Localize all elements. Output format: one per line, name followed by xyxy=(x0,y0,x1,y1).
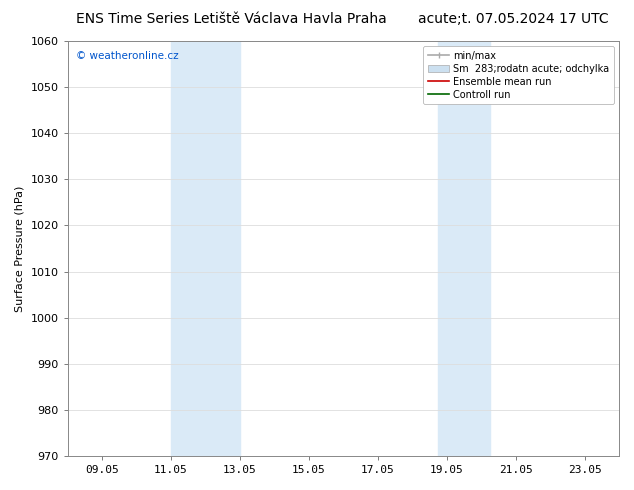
Bar xyxy=(171,41,240,456)
Text: acute;t. 07.05.2024 17 UTC: acute;t. 07.05.2024 17 UTC xyxy=(418,12,609,26)
Y-axis label: Surface Pressure (hPa): Surface Pressure (hPa) xyxy=(15,185,25,312)
Text: © weatheronline.cz: © weatheronline.cz xyxy=(76,51,179,61)
Bar xyxy=(438,41,490,456)
Legend: min/max, Sm  283;rodatn acute; odchylka, Ensemble mean run, Controll run: min/max, Sm 283;rodatn acute; odchylka, … xyxy=(423,46,614,104)
Text: ENS Time Series Letiště Václava Havla Praha: ENS Time Series Letiště Václava Havla Pr… xyxy=(76,12,387,26)
